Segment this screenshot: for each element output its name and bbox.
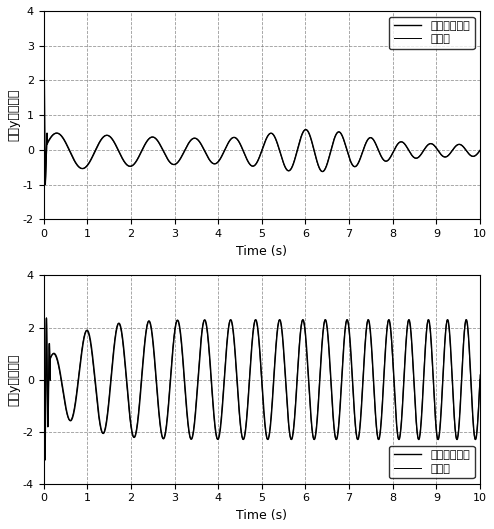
Y-axis label: 输出y的一阶导: 输出y的一阶导: [7, 89, 20, 141]
X-axis label: Time (s): Time (s): [236, 244, 288, 258]
Legend: 实际的二阶导, 估计値: 实际的二阶导, 估计値: [389, 446, 475, 478]
Y-axis label: 输出y的二阶导: 输出y的二阶导: [7, 353, 20, 406]
X-axis label: Time (s): Time (s): [236, 509, 288, 522]
Legend: 实际的一阶导, 估计値: 实际的一阶导, 估计値: [389, 16, 475, 49]
